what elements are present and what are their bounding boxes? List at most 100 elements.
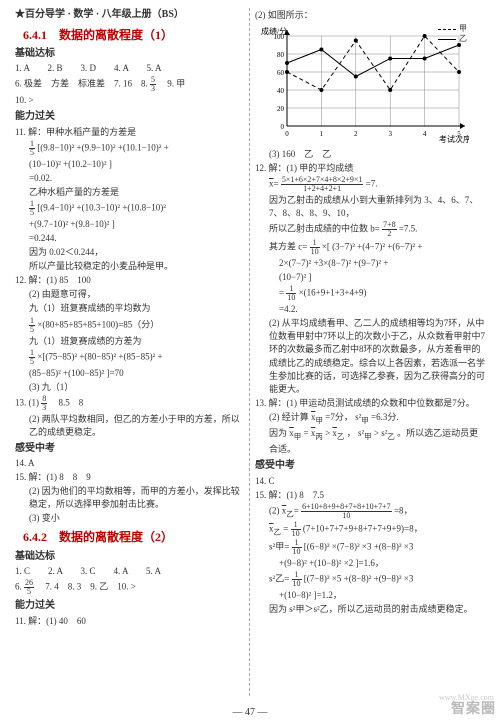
q15: 15. 解：(1) 8 7.5 xyxy=(255,489,485,502)
fraction: 83 xyxy=(41,395,47,412)
eq: 15 ×(80+85+85+85+100)=85（分） xyxy=(15,317,244,334)
legend-b: 乙 xyxy=(459,34,467,44)
text: [(6−8)² ×(7−8)² ×3 +(8−8)² ×3 xyxy=(304,542,414,552)
watermark: 智案圈 xyxy=(451,698,496,718)
eq: 因为 x甲 = x丙 > x乙 ， s²甲 > s²乙 。所以选乙运动员更合适。 xyxy=(255,427,485,456)
text: (2) xyxy=(269,505,282,515)
eq: (2) 经计算 x甲 =7分， s²甲 =6.3分. xyxy=(255,411,485,427)
eq: =0.244. xyxy=(15,232,244,245)
text: [(9.8−10)² +(9.9−10)² +(10.1−10)² + xyxy=(37,143,169,153)
nengli2-title: 能力过关 xyxy=(15,599,244,614)
text: =7. xyxy=(366,179,378,189)
text: 所以产量比较稳定的小麦品种是甲。 xyxy=(15,260,244,273)
text: 乙种水稻产量的方差是 xyxy=(15,186,244,199)
eq: =0.02. xyxy=(15,172,244,185)
svg-text:3: 3 xyxy=(388,130,392,138)
text: (2) 如图所示： xyxy=(255,9,485,22)
q12: 12. 解：(1) 85 100 xyxy=(15,274,244,287)
eq: 15 [(9.8−10)² +(9.9−10)² +(10.1−10)² + xyxy=(15,140,244,157)
text: 因为乙射击的成绩从小到大重新排列为 3、4、6、7、7、8、8、8、9、10， xyxy=(255,194,485,220)
line-chart: 020406080100012345成绩/分考试次序 甲 乙 xyxy=(259,24,469,144)
text: 其方差 c= xyxy=(269,242,307,252)
answer-row: 1. A 2. B 3. D 4. A 5. A xyxy=(15,62,244,75)
answer-row: 1. C 2. A 3. C 4. A 5. A xyxy=(15,565,244,578)
q14: 14. C xyxy=(255,475,485,488)
text: ×(80+85+85+85+100)=85（分） xyxy=(37,319,159,329)
text: ×[(75−85)² +(80−85)² +(85−85)² + xyxy=(37,351,162,361)
answer-row: 6. 极差 方差 标准差 7. 16 8. 53 9. 甲 xyxy=(15,76,244,93)
ganshou-title: 感受中考 xyxy=(15,442,244,457)
text: =6.3分. xyxy=(371,412,399,422)
q13: 13. 解：(1) 甲运动员测试成绩的众数和中位数都是7分。 xyxy=(255,397,485,410)
eq: (10−10)² +(10.2−10)² ] xyxy=(15,158,244,171)
text: (7+10+7+7+9+8+7+7+9+9)=8， xyxy=(303,523,423,533)
svg-text:60: 60 xyxy=(277,69,285,77)
text: s²甲= xyxy=(269,542,289,552)
text: = xyxy=(304,428,309,438)
right-column: (2) 如图所示： 020406080100012345成绩/分考试次序 甲 乙… xyxy=(250,8,490,696)
svg-text:80: 80 xyxy=(277,51,285,59)
answer-row: 10. > xyxy=(15,94,244,107)
svg-text:2: 2 xyxy=(354,130,358,138)
q13: 13. (1) 83 8.5 8 xyxy=(15,395,244,412)
section-642-title: 6.4.2 数据的离散程度（2） xyxy=(23,529,244,546)
text: = xyxy=(279,288,284,298)
eq: 15 [(9.4−10)² +(10.3−10)² +(10.8−10)² xyxy=(15,200,244,217)
text: ×(16+9+1+3+4+9) xyxy=(299,288,367,298)
text: (2) 由题意可得， xyxy=(15,288,244,301)
text: 6. 极差 方差 标准差 7. 16 8. xyxy=(15,79,150,89)
q11-2: 11. 解：(1) 40 60 xyxy=(15,615,244,628)
text: 因为 s²甲＞s²乙，所以乙运动员的射击成绩更稳定。 xyxy=(255,603,485,616)
fraction: 6+10+8+9+8+7+8+10+7+710 xyxy=(301,503,392,520)
svg-text:4: 4 xyxy=(423,130,427,138)
text: =8， xyxy=(394,505,413,515)
eq: (85−85)² +(100−85)² ]=70 xyxy=(15,367,244,380)
svg-text:40: 40 xyxy=(277,87,285,95)
text: 9. 甲 xyxy=(158,79,185,89)
svg-text:20: 20 xyxy=(277,105,285,113)
text: (2) 两队平均数相同，但乙的方差小于甲的方差，所以乙的成绩更稳定。 xyxy=(15,413,244,439)
q12: 12. 解：(1) 甲的平均成绩 xyxy=(255,162,485,175)
eq: = 110 ×(16+9+1+3+4+9) xyxy=(255,285,485,302)
fraction: 265 xyxy=(24,579,34,596)
text: 6. xyxy=(15,582,24,592)
nengli-title: 能力过关 xyxy=(15,110,244,125)
eq: x乙 = 110 (7+10+7+7+9+8+7+7+9+9)=8， xyxy=(255,521,485,538)
left-column: ★百分导学 · 数学 · 八年级上册（BS） 6.4.1 数据的离散程度（1） … xyxy=(10,8,250,696)
text: 九（1）班复赛成绩的方差为 xyxy=(15,335,244,348)
eq: +(10−8)² ]=1.2， xyxy=(255,589,485,602)
chart-legend: 甲 乙 xyxy=(438,24,467,45)
q15: 15. 解：(1) 8 8 9 xyxy=(15,471,244,484)
section-641-title: 6.4.1 数据的离散程度（1） xyxy=(23,27,244,44)
eq: 15 ×[(75−85)² +(80−85)² +(85−85)² + xyxy=(15,349,244,366)
text: =7.5. xyxy=(399,224,418,234)
text: (3) 九（1） xyxy=(15,381,244,394)
svg-text:成绩/分: 成绩/分 xyxy=(261,26,287,36)
q11: 11. 解：甲种水稻产量的方差是 xyxy=(15,126,244,139)
text: [(9.4−10)² +(10.3−10)² +(10.8−10)² xyxy=(37,203,166,213)
svg-text:考试次序: 考试次序 xyxy=(439,134,469,144)
eq: s²乙= 110 [(7−8)² ×5 +(8−8)² +(9−8)² ×3 xyxy=(255,571,485,588)
text: 九（1）班复赛成绩的平均数为 xyxy=(15,302,244,315)
eq: +(9−8)² +(10−8)² ×2 ]=1.6， xyxy=(255,557,485,570)
answer-row: 6. 265 7. 4 8. 3 9. 乙 10. > xyxy=(15,579,244,596)
text: [(7−8)² ×5 +(8−8)² +(9−8)² ×3 xyxy=(304,574,414,584)
text: =7分， xyxy=(325,412,353,422)
fraction: 5×1+6×2+7×4+8×2+9×11+2+4+2+1 xyxy=(281,176,364,193)
eq: 所以乙射击成绩的中位数 b= 7+82 =7.5. xyxy=(255,221,485,238)
text: (2) 因为他们的平均数相等，而甲的方差小，发挥比较稳定，所以选择甲参加射击比赛… xyxy=(15,485,244,511)
text: 8.5 8 xyxy=(50,397,84,407)
text: 所以乙射击成绩的中位数 b= xyxy=(269,224,380,234)
ganshou-title: 感受中考 xyxy=(255,459,485,474)
page-number: — 47 — xyxy=(0,707,500,718)
q14: 14. A xyxy=(15,457,244,470)
eq: =4.2. xyxy=(255,303,485,316)
page-header: ★百分导学 · 数学 · 八年级上册（BS） xyxy=(15,8,244,23)
text: > xyxy=(374,428,379,438)
text: ， xyxy=(347,428,356,438)
eq: 其方差 c= 110 ×[ (3−7)² +(4−7)² +(6−7)² + xyxy=(255,239,485,256)
text: = xyxy=(283,523,288,533)
text: (3) 变小 xyxy=(15,512,244,525)
text: 因为 0.02＜0.244， xyxy=(15,246,244,259)
svg-text:1: 1 xyxy=(320,130,324,138)
